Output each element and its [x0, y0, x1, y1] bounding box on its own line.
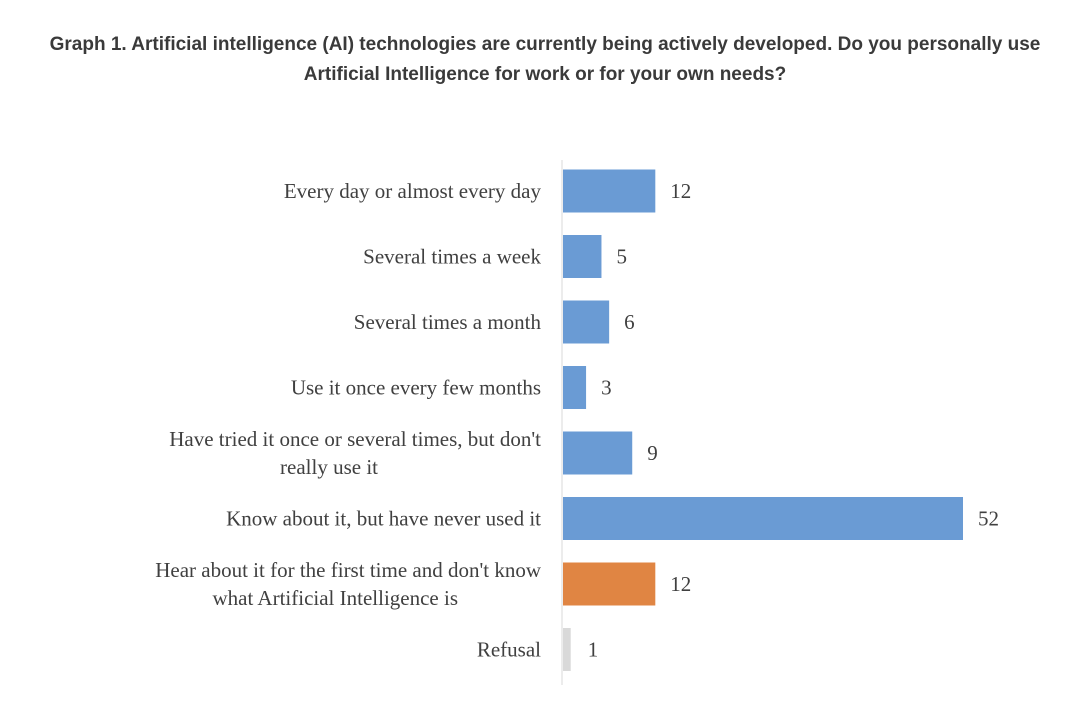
- value-label-7: 12: [670, 572, 691, 596]
- value-label-1: 12: [670, 179, 691, 203]
- bar-6: [563, 497, 963, 540]
- value-label-6: 52: [978, 507, 999, 531]
- category-label-2: Several times a week: [363, 245, 541, 269]
- category-label-7: Hear about it for the first time and don…: [155, 558, 542, 610]
- value-labels-group: 12 5 6 3 9 52 12 1: [588, 179, 999, 662]
- value-label-8: 1: [588, 638, 599, 662]
- value-label-2: 5: [616, 245, 627, 269]
- value-label-5: 9: [647, 441, 658, 465]
- category-label-1: Every day or almost every day: [284, 179, 542, 203]
- bar-2: [563, 235, 602, 278]
- bars-group: [563, 169, 963, 671]
- bar-1: [563, 169, 656, 213]
- bar-7: [563, 562, 656, 606]
- category-label-5: Have tried it once or several times, but…: [169, 427, 541, 479]
- category-label-4: Use it once every few months: [291, 376, 541, 400]
- bar-5: [563, 431, 633, 475]
- bar-8: [563, 628, 571, 671]
- bar-3: [563, 300, 610, 344]
- chart-title: Graph 1. Artificial intelligence (AI) te…: [49, 34, 1041, 85]
- bar-4: [563, 366, 587, 409]
- value-label-4: 3: [601, 376, 612, 400]
- category-label-8: Refusal: [477, 638, 541, 662]
- category-label-3: Several times a month: [354, 310, 542, 334]
- category-labels-group: Every day or almost every day Several tim…: [155, 179, 542, 662]
- value-label-3: 6: [624, 310, 635, 334]
- category-label-6: Know about it, but have never used it: [226, 507, 541, 531]
